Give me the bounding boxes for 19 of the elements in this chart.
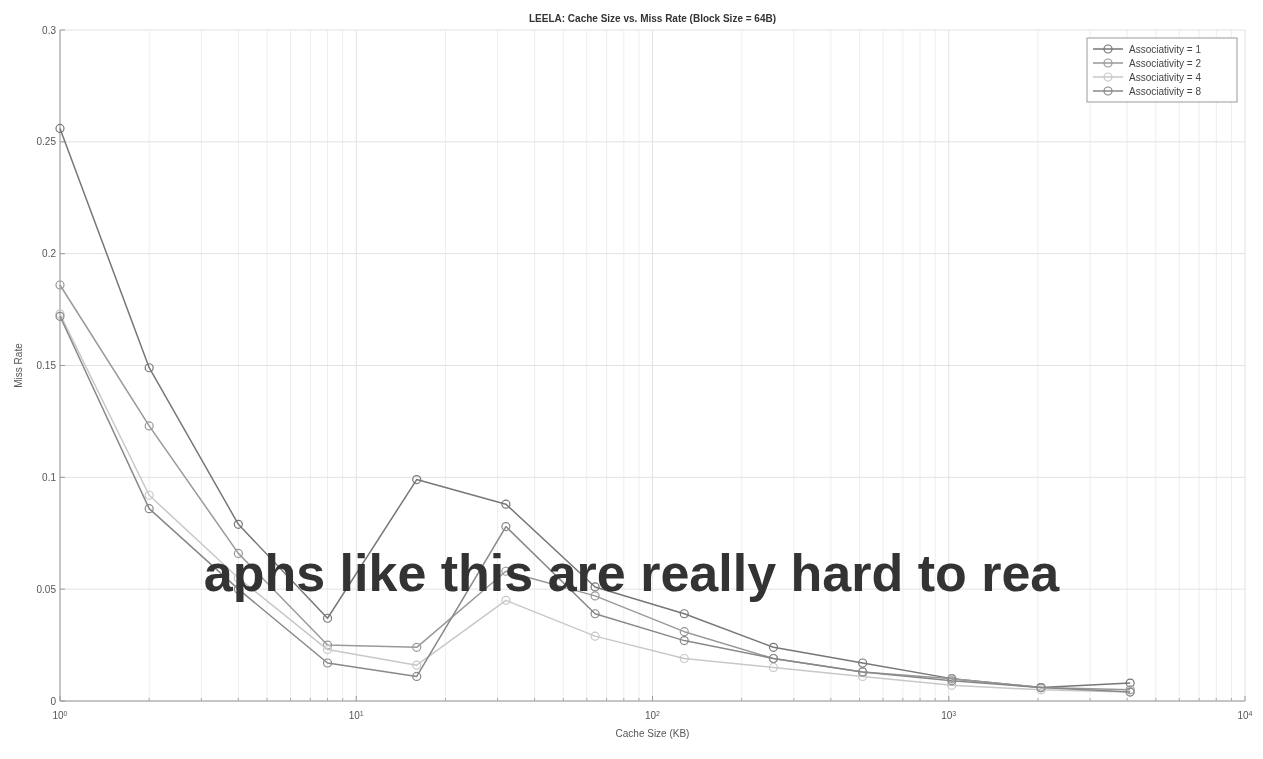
legend-label: Associativity = 1 [1129, 43, 1202, 55]
legend-label: Associativity = 8 [1129, 85, 1202, 97]
legend-label: Associativity = 2 [1129, 57, 1202, 69]
x-tick-label: 10$^{4}$ [1237, 709, 1253, 721]
y-tick-label: 0.3 [42, 24, 57, 36]
y-tick-label: 0.1 [42, 471, 57, 483]
y-tick-label: 0.25 [36, 136, 57, 148]
y-tick-label: 0.2 [42, 248, 57, 260]
chart-title: LEELA: Cache Size vs. Miss Rate (Block Size = 64B) [528, 13, 777, 24]
y-tick-label: 0 [50, 695, 57, 707]
x-axis-title: Cache Size (KB) [615, 728, 690, 739]
x-tick-label: 10$^{3}$ [941, 709, 957, 721]
x-tick-label: 10$^{0}$ [52, 709, 68, 721]
x-tick-label: 10$^{1}$ [348, 709, 364, 721]
y-tick-label: 0.05 [36, 583, 57, 595]
y-tick-label: 0.15 [36, 360, 57, 371]
x-tick-label: 10$^{2}$ [644, 709, 661, 721]
legend-label: Associativity = 4 [1129, 71, 1202, 83]
y-axis-title: Miss Rate [13, 342, 24, 388]
